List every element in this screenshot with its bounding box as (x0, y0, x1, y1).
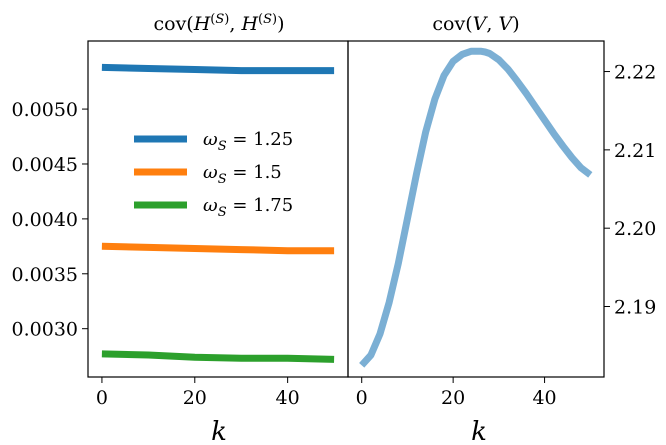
right-y-tick-label: 2.20 (614, 218, 656, 240)
left-x-tick-label: 20 (183, 387, 207, 409)
right-x-tick-label: 0 (356, 387, 368, 409)
right-y-tick-label: 2.22 (614, 62, 656, 84)
right-x-axis-label: k (471, 417, 487, 445)
right-panel: cov(V, V) 2.19 2.20 2.21 2.22 0 20 40 k (347, 13, 656, 445)
right-plot-frame (347, 40, 605, 378)
right-y-tick-label: 2.21 (614, 140, 656, 162)
right-y-axis: 2.19 2.20 2.21 2.22 (604, 62, 656, 319)
right-series-group (359, 47, 593, 368)
left-series-line-3 (101, 350, 335, 363)
left-y-tick-label: 0.0035 (12, 264, 78, 286)
left-y-tick-label: 0.0045 (12, 154, 78, 176)
left-series-line-1 (101, 63, 335, 75)
right-y-tick-label: 2.19 (614, 297, 656, 319)
left-y-tick-label: 0.0030 (12, 319, 78, 341)
left-title: cov(H(S), H(S)) (153, 12, 284, 36)
left-panel: cov(H(S), H(S)) 0.0030 0.0035 0.0040 0.0045… (12, 12, 349, 445)
right-x-tick-label: 40 (532, 387, 556, 409)
legend: ωS = 1.25 ωS = 1.5 ωS = 1.75 (134, 129, 293, 220)
left-x-axis-label: k (211, 417, 227, 445)
left-x-tick-label: 0 (96, 387, 108, 409)
left-series-group (101, 63, 335, 363)
legend-label-3: ωS = 1.75 (203, 195, 293, 220)
left-y-tick-label: 0.0040 (12, 209, 78, 231)
legend-label-2: ωS = 1.5 (203, 162, 282, 187)
left-x-axis: 0 20 40 (96, 377, 300, 409)
right-x-axis: 0 20 40 (356, 377, 557, 409)
right-x-tick-label: 20 (441, 387, 465, 409)
left-series-line-2 (101, 242, 335, 255)
left-y-axis: 0.0030 0.0035 0.0040 0.0045 0.0050 (12, 99, 88, 341)
right-title: cov(V, V) (432, 13, 519, 35)
left-x-tick-label: 40 (276, 387, 300, 409)
right-series-line-1 (359, 47, 593, 368)
legend-label-1: ωS = 1.25 (203, 129, 293, 154)
left-y-tick-label: 0.0050 (12, 99, 78, 121)
